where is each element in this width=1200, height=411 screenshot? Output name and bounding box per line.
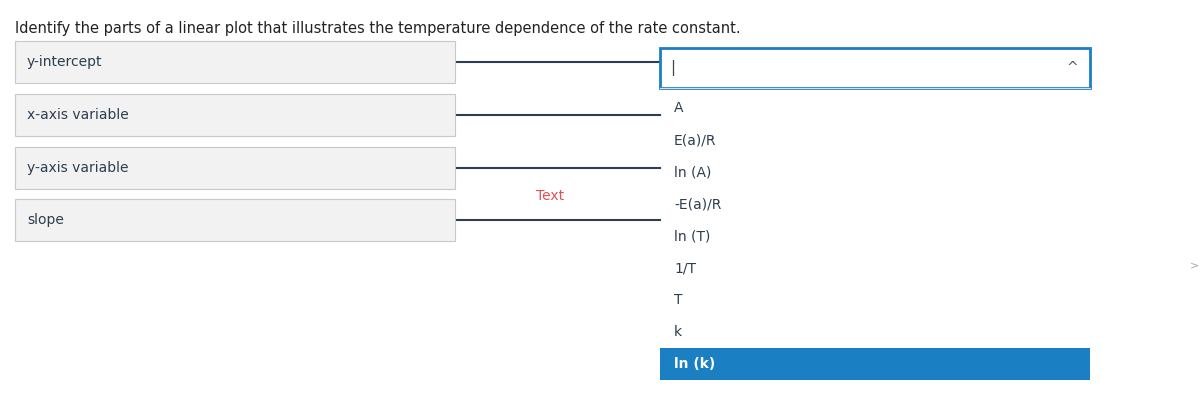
Text: k: k bbox=[674, 325, 682, 339]
Text: >: > bbox=[1190, 260, 1199, 270]
Text: |: | bbox=[670, 60, 676, 76]
FancyBboxPatch shape bbox=[14, 147, 455, 189]
Text: y-intercept: y-intercept bbox=[28, 55, 102, 69]
Text: ln (T): ln (T) bbox=[674, 229, 710, 243]
Text: ln (k): ln (k) bbox=[674, 357, 715, 371]
Text: Text: Text bbox=[536, 189, 564, 203]
Text: -E(a)/R: -E(a)/R bbox=[674, 197, 721, 211]
FancyBboxPatch shape bbox=[660, 48, 1090, 88]
FancyBboxPatch shape bbox=[14, 199, 455, 241]
Text: x-axis variable: x-axis variable bbox=[28, 108, 128, 122]
Text: E(a)/R: E(a)/R bbox=[674, 133, 716, 147]
Text: y-axis variable: y-axis variable bbox=[28, 161, 128, 175]
Text: ln (A): ln (A) bbox=[674, 165, 712, 179]
Text: Identify the parts of a linear plot that illustrates the temperature dependence : Identify the parts of a linear plot that… bbox=[14, 21, 740, 35]
FancyBboxPatch shape bbox=[14, 41, 455, 83]
Text: ^: ^ bbox=[1067, 61, 1078, 75]
FancyBboxPatch shape bbox=[14, 94, 455, 136]
FancyBboxPatch shape bbox=[660, 348, 1090, 380]
Text: slope: slope bbox=[28, 213, 64, 227]
Text: 1/T: 1/T bbox=[674, 261, 696, 275]
Text: T: T bbox=[674, 293, 683, 307]
Text: A: A bbox=[674, 101, 684, 115]
